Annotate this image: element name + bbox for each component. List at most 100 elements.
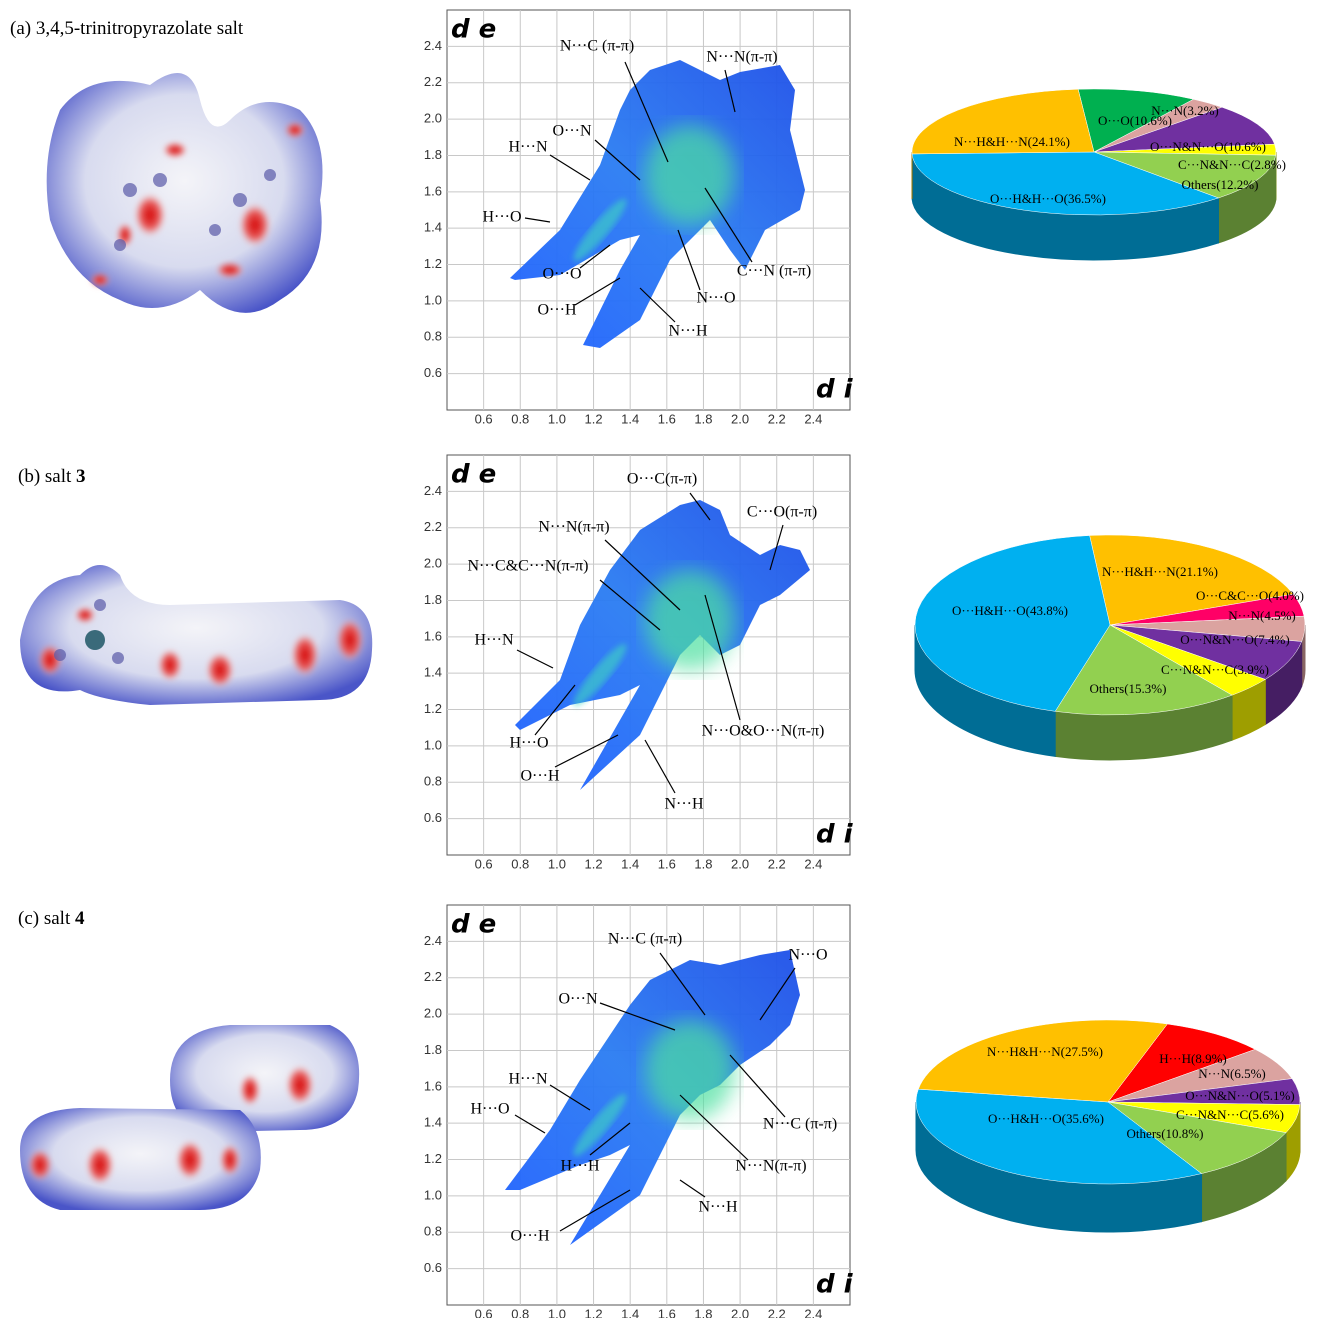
panel-label: (c) salt 4 [18, 908, 85, 929]
surface-b [20, 565, 372, 705]
annotation: N···O&O···N(π-π) [702, 723, 825, 740]
y-tick-label: 1.0 [424, 1187, 442, 1202]
panel-label: (b) salt 3 [18, 466, 86, 487]
slice-label: N···N(6.5%) [1198, 1066, 1266, 1081]
slice-label: C···N&N···C(2.8%) [1178, 157, 1286, 172]
x-tick-label: 1.4 [621, 856, 639, 871]
annotation: N···C (π-π) [560, 38, 634, 55]
x-tick-label: 1.6 [658, 1306, 676, 1318]
x-tick-label: 1.2 [585, 856, 603, 871]
panel-label-text: (b) salt [18, 466, 72, 487]
y-axis-label: d e [451, 15, 496, 45]
y-tick-label: 1.8 [424, 147, 442, 162]
annotation: N···H [664, 796, 704, 813]
x-tick-label: 0.6 [475, 1306, 493, 1318]
y-tick-label: 0.6 [424, 1260, 442, 1275]
x-tick-label: 0.8 [511, 1306, 529, 1318]
slice-label: Others(12.2%) [1182, 177, 1259, 192]
annotation: N···O [696, 290, 735, 307]
y-tick-label: 0.8 [424, 329, 442, 344]
surface-a [47, 73, 323, 313]
x-tick-label: 2.0 [731, 411, 749, 426]
panel-label-text: (a) 3,4,5-trinitropyrazolate salt [10, 18, 244, 39]
x-tick-label: 0.8 [511, 856, 529, 871]
y-tick-label: 0.6 [424, 810, 442, 825]
y-tick-label: 2.2 [424, 519, 442, 534]
x-tick-label: 1.8 [694, 411, 712, 426]
annotation: N···C&C···N(π-π) [467, 558, 588, 575]
slice-label: C···N&N···C(3.9%) [1161, 662, 1269, 677]
slice-label: N···N(3.2%) [1151, 103, 1219, 118]
x-tick-label: 1.6 [658, 856, 676, 871]
x-tick-label: 1.0 [548, 1306, 566, 1318]
y-tick-label: 1.2 [424, 1151, 442, 1166]
x-tick-label: 0.8 [511, 411, 529, 426]
fingerprint-plot: 0.6 0.8 1.0 1.2 1.4 1.6 1.8 2.0 2.2 2.4 0.6 0.8 1.0 1… [424, 455, 854, 871]
y-tick-label: 0.8 [424, 774, 442, 789]
y-tick-label: 1.8 [424, 592, 442, 607]
annotation: N···N(π-π) [706, 49, 777, 66]
x-tick-label: 1.8 [694, 1306, 712, 1318]
x-tick-label: 2.0 [731, 1306, 749, 1318]
slice-label: O···C&C···O(4.0%) [1196, 588, 1304, 603]
y-tick-label: 2.0 [424, 1006, 442, 1021]
y-tick-label: 2.0 [424, 111, 442, 126]
pie-chart: O···O(10.6%)N···N(3.2%)O···N&N···O(10.6%… [912, 89, 1286, 260]
y-tick-label: 1.6 [424, 628, 442, 643]
x-tick-label: 1.0 [548, 856, 566, 871]
slice-label: N···N(4.5%) [1228, 608, 1296, 623]
slice-label: O···N&N···O(7.4%) [1180, 632, 1289, 647]
surface-c [20, 1025, 359, 1210]
y-tick-label: 2.2 [424, 969, 442, 984]
y-tick-label: 2.0 [424, 556, 442, 571]
annotation: N···O [788, 947, 827, 964]
x-tick-label: 2.4 [804, 856, 822, 871]
panel-label-text: (c) salt [18, 908, 71, 929]
x-axis-label: d i [816, 820, 854, 850]
annotation: N···H [668, 323, 708, 340]
annotation: O···C(π-π) [627, 471, 697, 488]
x-tick-label: 2.2 [768, 411, 786, 426]
y-tick-label: 1.6 [424, 183, 442, 198]
panel-label: (a) 3,4,5-trinitropyrazolate salt [10, 18, 244, 39]
x-tick-label: 2.2 [768, 856, 786, 871]
annotation: O···N [558, 991, 598, 1008]
pie-chart: H···H(8.9%)N···N(6.5%)O···N&N···O(5.1%)C… [916, 1020, 1300, 1232]
x-tick-label: 2.4 [804, 411, 822, 426]
annotation: O···H [510, 1228, 550, 1245]
slice-label: H···H(8.9%) [1159, 1051, 1227, 1066]
annotation: O···H [537, 302, 577, 319]
y-tick-label: 0.8 [424, 1224, 442, 1239]
y-tick-label: 1.0 [424, 737, 442, 752]
y-tick-label: 2.4 [424, 483, 442, 498]
panel-label-number: 3 [76, 466, 86, 487]
x-axis-label: d i [816, 375, 854, 405]
x-axis-label: d i [816, 1270, 854, 1300]
x-tick-label: 0.6 [475, 856, 493, 871]
slice-label: Others(15.3%) [1090, 681, 1167, 696]
y-tick-label: 1.4 [424, 220, 442, 235]
y-tick-label: 2.4 [424, 38, 442, 53]
slice-label: O···N&N···O(10.6%) [1150, 139, 1266, 154]
annotation: N···C (π-π) [763, 1116, 837, 1133]
slice-label: O···H&H···O(43.8%) [952, 603, 1068, 618]
slice-label: O···N&N···O(5.1%) [1185, 1088, 1294, 1103]
annotation: O···N [552, 123, 592, 140]
annotation: O···O [542, 266, 581, 283]
annotation: H···N [508, 1071, 548, 1088]
page: (a) 3,4,5-trinitropyrazolate salt (b) sal… [0, 0, 1336, 1318]
annotation: C···N (π-π) [737, 263, 811, 280]
annotation: N···N(π-π) [735, 1158, 806, 1175]
y-axis-label: d e [451, 910, 496, 940]
x-tick-label: 1.8 [694, 856, 712, 871]
panel-label-number: 4 [75, 908, 85, 929]
y-tick-label: 1.8 [424, 1042, 442, 1057]
annotation: C···O(π-π) [747, 504, 817, 521]
slice-label: Others(10.8%) [1127, 1126, 1204, 1141]
x-tick-label: 2.0 [731, 856, 749, 871]
slice-label: N···H&H···N(24.1%) [954, 134, 1070, 149]
annotation: N···N(π-π) [538, 519, 609, 536]
x-tick-label: 1.0 [548, 411, 566, 426]
